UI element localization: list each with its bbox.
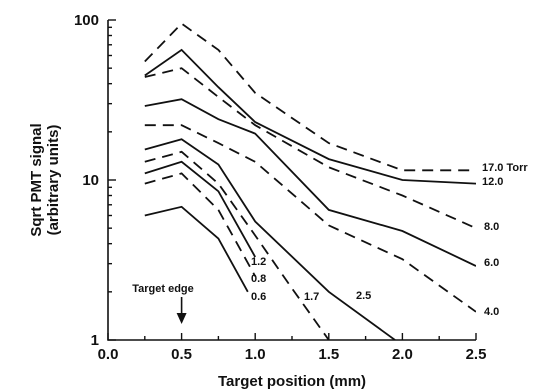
series-label: 6.0	[484, 257, 499, 269]
series-label: 1.2	[251, 256, 266, 268]
series-label: 12.0	[482, 176, 503, 188]
y-axis-title-line-2: (arbitrary units)	[45, 125, 62, 236]
series-label: 1.7	[304, 291, 319, 303]
series-label: 8.0	[484, 221, 499, 233]
x-tick-label: 0.5	[171, 346, 192, 363]
series-line	[144, 48, 476, 185]
series-line	[144, 160, 256, 258]
series-line	[144, 205, 249, 293]
target-edge-arrow-head	[176, 313, 187, 324]
series-line	[144, 124, 476, 313]
y-tick-label: 1	[91, 332, 99, 349]
x-tick-label: 2.5	[466, 346, 487, 363]
series-label: 0.6	[251, 291, 266, 303]
series-layer	[144, 22, 476, 340]
x-tick-label: 1.0	[245, 346, 266, 363]
y-axis-title-line-1: Sqrt PMT signal	[28, 123, 45, 236]
x-axis-title: Target position (mm)	[218, 373, 366, 390]
series-label: 17.0 Torr	[482, 162, 528, 174]
x-tick-label: 2.0	[392, 346, 413, 363]
series-line	[144, 98, 476, 267]
x-tick-label: 0.0	[98, 346, 119, 363]
series-line	[144, 150, 330, 340]
series-label: 2.5	[356, 290, 371, 302]
series-label: 4.0	[484, 306, 499, 318]
y-tick-label: 10	[82, 172, 99, 189]
x-tick-label: 1.5	[318, 346, 339, 363]
axes-layer: 0.0 0.5 1.0 1.5 2.0 2.5 1 10 100	[74, 12, 486, 363]
series-line	[144, 172, 256, 277]
series-line	[144, 138, 396, 340]
labels-layer: 17.0 Torr 12.0 8.0 6.0 4.0 2.5 1.7 1.2 0.8 0.6	[176, 162, 528, 324]
series-line	[144, 22, 476, 172]
series-line	[144, 67, 476, 230]
target-edge-label: Target edge	[132, 283, 194, 295]
series-label: 0.8	[251, 273, 266, 285]
y-tick-label: 100	[74, 12, 99, 29]
